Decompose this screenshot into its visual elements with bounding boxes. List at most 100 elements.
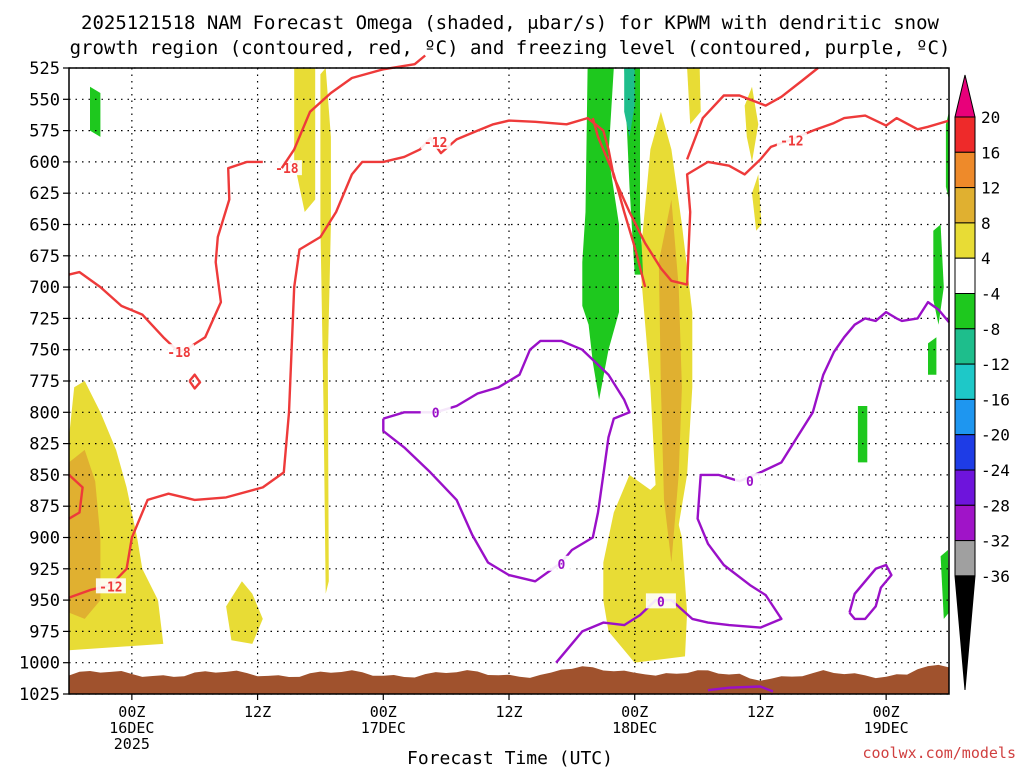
x-tick-label: 18DEC — [612, 719, 657, 737]
colorbar-label: -4 — [981, 285, 1000, 304]
y-tick-label: 800 — [29, 403, 60, 423]
x-tick-label: 2025 — [114, 735, 150, 753]
colorbar-bin — [954, 504, 976, 542]
y-tick-label: 625 — [29, 184, 60, 204]
shading-sinking-motion-edge — [945, 111, 949, 200]
contour-label: 0 — [657, 595, 665, 610]
y-tick-label: 850 — [29, 466, 60, 486]
contour-label: -12 — [424, 136, 447, 151]
colorbar-bin — [954, 257, 976, 295]
y-tick-label: 950 — [29, 591, 60, 611]
colorbar-bin — [954, 151, 976, 189]
y-tick-label: 1025 — [19, 685, 60, 705]
colorbar-label: -32 — [981, 532, 1010, 551]
x-tick-label: 19DEC — [864, 719, 909, 737]
shading-sinking-motion-right-c — [857, 406, 868, 463]
colorbar-bin — [954, 328, 976, 365]
y-tick-label: 900 — [29, 529, 60, 549]
shading-upward-motion-main-low — [603, 474, 688, 663]
contour-label: 0 — [746, 475, 754, 490]
shading-upward-motion-early-core — [69, 449, 101, 619]
contour-label: -18 — [167, 346, 191, 361]
shading-sinking-motion-right-a — [933, 224, 944, 325]
x-tick-label: 12Z — [495, 703, 522, 721]
colorbar-bin — [954, 540, 976, 577]
contour-minus-12-loop — [188, 373, 202, 390]
y-tick-label: 975 — [29, 622, 60, 642]
contour-label: -12 — [780, 135, 803, 150]
contour-minus-18-contour — [68, 160, 263, 354]
colorbar-bin — [954, 434, 976, 471]
contour-minus-12-lower-left — [68, 474, 84, 520]
y-tick-label: 750 — [29, 341, 60, 361]
shading-upward-motion-column-a — [294, 68, 316, 212]
x-axis-title: Forecast Time (UTC) — [407, 748, 613, 768]
colorbar-bin-bottom — [954, 575, 976, 691]
y-tick-label: 875 — [29, 497, 60, 517]
shading-sinking-motion-left — [90, 86, 101, 137]
y-tick-label: 825 — [29, 435, 60, 455]
shading-upward-motion-small — [226, 581, 263, 644]
contour-label-bg — [420, 133, 451, 149]
colorbar-label: -20 — [981, 426, 1010, 445]
y-axis: 525 550 575 600 625 650 675 700 725 750 775 800 825 8… — [19, 59, 69, 705]
y-tick-label: 525 — [29, 59, 60, 79]
plot-area: -18 -18 -12 -12 -12 0 0 0 0 — [68, 54, 950, 695]
contour-zero-contour — [382, 339, 631, 583]
shading-upward-motion-top-a — [687, 68, 701, 125]
y-tick-label: 925 — [29, 560, 60, 580]
omega-shading — [69, 68, 949, 663]
colorbar: 20 16 12 8 4 -4 -8 -12 -16 -20 -24 -28 -32 -36 — [954, 74, 1010, 691]
y-tick-label: 775 — [29, 372, 60, 392]
colorbar-label: -8 — [981, 320, 1000, 339]
chart-title-line2: growth region (contoured, red, ºC) and f… — [70, 37, 951, 59]
x-tick-label: 00Z — [621, 703, 648, 721]
contour-label: -12 — [99, 580, 122, 595]
contour-label-bg — [546, 555, 577, 571]
shading-sinking-motion-core — [624, 68, 635, 137]
shading-sinking-motion-column — [582, 68, 619, 400]
contour-zero-contour-bottom — [707, 685, 774, 693]
y-tick-label: 575 — [29, 122, 60, 142]
contour-label-bg — [776, 132, 807, 148]
contour-label: -18 — [275, 162, 299, 177]
contour-minus-12-upper-right — [685, 67, 819, 160]
contour-minus-12-descending — [591, 117, 647, 288]
x-tick-label: 12Z — [747, 703, 774, 721]
colorbar-bin — [954, 116, 976, 153]
chart-title-line1: 2025121518 NAM Forecast Omega (shaded, μ… — [81, 12, 939, 34]
shading-upward-motion-column-b — [320, 68, 331, 594]
contour-label-bg — [645, 593, 676, 609]
shading-upward-motion-top-b — [744, 86, 759, 162]
y-tick-label: 600 — [29, 153, 60, 173]
colorbar-bin — [954, 293, 976, 330]
colorbar-label: 20 — [981, 108, 1000, 127]
colorbar-label: 4 — [981, 249, 991, 268]
colorbar-label: -28 — [981, 496, 1010, 515]
colorbar-bin — [954, 222, 976, 259]
colorbar-label: -24 — [981, 461, 1010, 480]
y-tick-label: 1000 — [19, 654, 60, 674]
y-tick-label: 700 — [29, 278, 60, 298]
contour-label-bg — [271, 160, 302, 176]
colorbar-label: 16 — [981, 143, 1000, 162]
colorbar-bin — [954, 398, 976, 436]
colorbar-label: -16 — [981, 390, 1010, 409]
contour-label-bg — [164, 344, 194, 360]
colorbar-label: 8 — [981, 214, 991, 233]
shading-sinking-motion-right-b — [928, 337, 937, 375]
x-tick-label: 12Z — [244, 703, 271, 721]
colorbar-bin — [954, 187, 976, 224]
shading-upward-motion-top-c — [752, 174, 762, 231]
credit-text: coolwx.com/models — [862, 744, 1016, 762]
contour-zero-contour-small-loop — [848, 563, 893, 621]
contour-label: 0 — [432, 406, 440, 421]
x-tick-label: 00Z — [118, 703, 145, 721]
y-tick-label: 650 — [29, 216, 60, 236]
temperature-contours: -18 -18 -12 -12 -12 0 0 0 0 — [68, 54, 950, 693]
colorbar-label: -36 — [981, 567, 1010, 586]
x-tick-label: 00Z — [370, 703, 397, 721]
contour-label: 0 — [557, 558, 565, 573]
